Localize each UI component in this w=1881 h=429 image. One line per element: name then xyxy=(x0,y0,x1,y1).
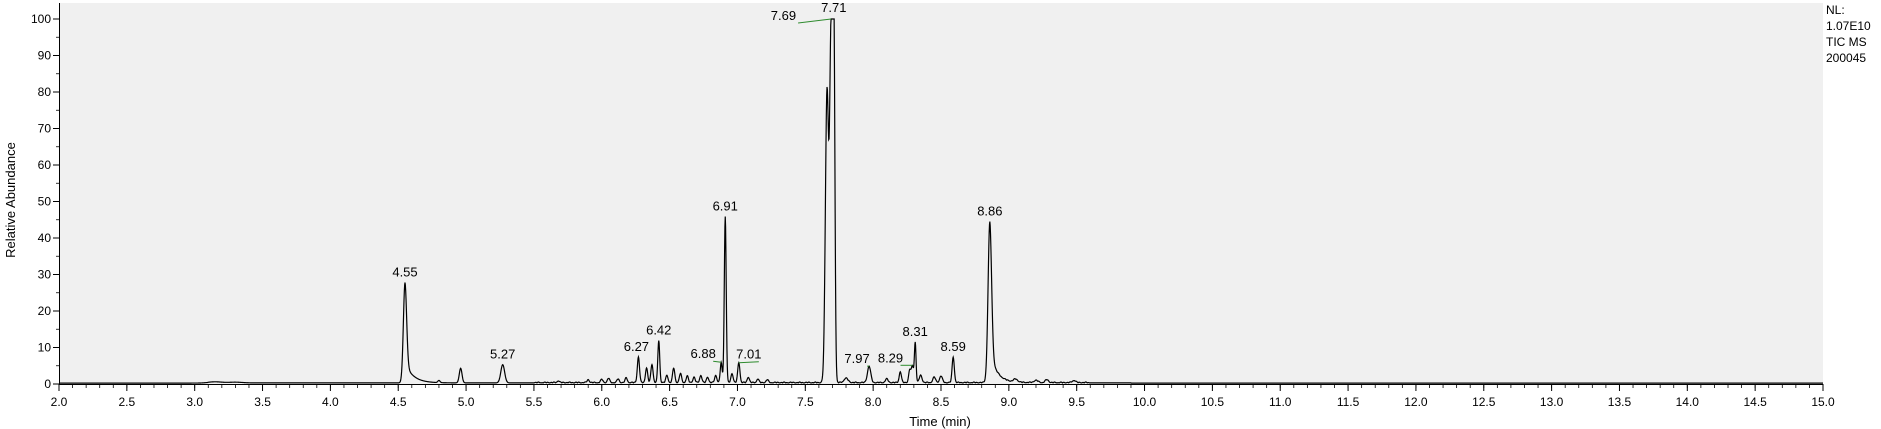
x-tick-label: 12.5 xyxy=(1472,395,1496,409)
y-axis-label: Relative Abundance xyxy=(3,142,18,258)
x-tick-label: 6.5 xyxy=(661,395,678,409)
peak-label: 7.01 xyxy=(736,347,761,362)
x-tick-label: 13.5 xyxy=(1608,395,1632,409)
x-tick-label: 3.5 xyxy=(254,395,271,409)
peak-label: 4.55 xyxy=(392,265,417,280)
x-tick-label: 5.0 xyxy=(458,395,475,409)
x-tick-label: 12.0 xyxy=(1404,395,1428,409)
scan-filter: TIC MS xyxy=(1826,35,1867,49)
trace-group xyxy=(59,18,1823,384)
peak-label: 6.27 xyxy=(624,339,649,354)
peak-leader-line xyxy=(738,361,759,364)
x-tick-label: 14.0 xyxy=(1676,395,1700,409)
x-tick-label: 6.0 xyxy=(593,395,610,409)
x-tick-label: 8.5 xyxy=(933,395,950,409)
y-tick-label: 40 xyxy=(38,231,52,245)
y-tick-label: 0 xyxy=(44,377,51,391)
peak-leader-line xyxy=(713,360,722,363)
peak-label: 7.71 xyxy=(821,0,846,15)
peak-label: 7.69 xyxy=(771,8,796,23)
peak-leader-line xyxy=(798,18,832,24)
y-tick-label: 30 xyxy=(38,268,52,282)
normalization-info: NL: 1.07E10 TIC MS 200045 xyxy=(1826,2,1880,66)
tic-trace xyxy=(59,18,1823,384)
peak-label: 6.88 xyxy=(691,346,716,361)
x-axis-label: Time (min) xyxy=(909,414,971,429)
y-tick-label: 100 xyxy=(31,12,51,26)
peak-label: 8.59 xyxy=(941,339,966,354)
x-tick-label: 10.0 xyxy=(1133,395,1157,409)
nl-label: NL: xyxy=(1826,3,1845,17)
x-tick-label: 4.0 xyxy=(322,395,339,409)
y-tick-label: 60 xyxy=(38,158,52,172)
x-tick-label: 14.5 xyxy=(1743,395,1767,409)
x-tick-label: 2.0 xyxy=(51,395,68,409)
y-ticks: 0 10 20 30 40 50 60 70 80 90 100 xyxy=(31,12,59,391)
peak-label: 8.86 xyxy=(977,204,1002,219)
peak-label: 5.27 xyxy=(490,347,515,362)
peak-label: 8.31 xyxy=(903,324,928,339)
nl-value: 1.07E10 xyxy=(1826,19,1871,33)
x-tick-label: 2.5 xyxy=(119,395,136,409)
y-tick-label: 20 xyxy=(38,304,52,318)
file-id: 200045 xyxy=(1826,51,1867,65)
x-tick-label: 13.0 xyxy=(1540,395,1564,409)
y-tick-label: 70 xyxy=(38,122,52,136)
x-tick-label: 11.0 xyxy=(1269,395,1292,409)
peak-label: 6.42 xyxy=(646,323,671,338)
x-tick-label: 11.5 xyxy=(1337,395,1360,409)
x-tick-label: 4.5 xyxy=(390,395,407,409)
plot-area xyxy=(59,3,1823,384)
peak-labels: 4.55 5.27 6.276.42 6.88 6.91 7.01 7.69 7.71 7.97… xyxy=(392,0,1003,367)
x-tick-label: 3.0 xyxy=(186,395,203,409)
x-tick-label: 7.5 xyxy=(797,395,814,409)
y-tick-label: 50 xyxy=(38,195,52,209)
x-ticks: 2.0 2.5 3.0 3.5 4.0 4.5 5.0 5.5 6.0 6.5 7.0 7.5 8.0 8… xyxy=(51,384,1835,409)
y-tick-label: 90 xyxy=(38,49,52,63)
y-tick-label: 10 xyxy=(38,341,52,355)
x-tick-label: 8.0 xyxy=(865,395,882,409)
x-tick-label: 7.0 xyxy=(729,395,746,409)
peak-label: 6.91 xyxy=(713,199,738,214)
x-tick-label: 5.5 xyxy=(526,395,543,409)
x-tick-label: 10.5 xyxy=(1201,395,1225,409)
x-tick-label: 15.0 xyxy=(1811,395,1835,409)
peak-label: 8.29 xyxy=(878,350,903,365)
y-tick-label: 80 xyxy=(38,85,52,99)
x-tick-label: 9.5 xyxy=(1068,395,1085,409)
x-tick-label: 9.0 xyxy=(1001,395,1018,409)
peak-label: 7.97 xyxy=(844,351,869,366)
